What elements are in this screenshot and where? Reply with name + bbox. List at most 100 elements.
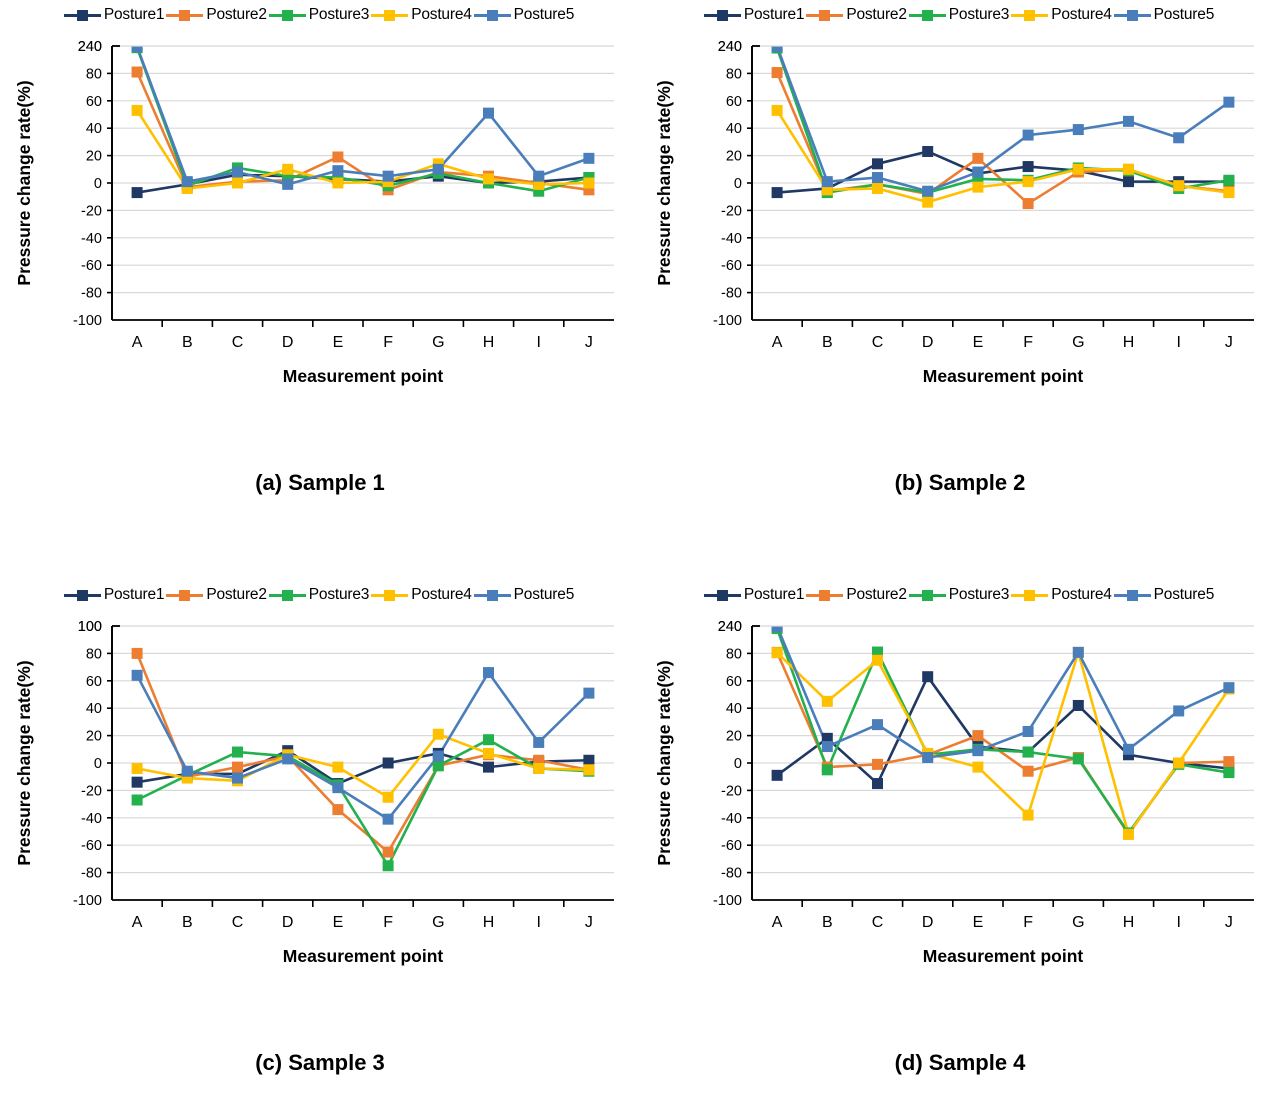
- legend-marker-icon: [384, 589, 396, 601]
- x-tick-label: H: [1123, 334, 1135, 351]
- data-marker-posture4: [1123, 163, 1134, 175]
- data-marker-posture5: [1072, 646, 1084, 658]
- legend-item-posture1[interactable]: Posture1: [703, 586, 806, 604]
- data-marker-posture2: [131, 647, 143, 659]
- x-tick-label: G: [432, 334, 444, 351]
- x-tick-label: B: [822, 914, 833, 931]
- legend-item-posture5[interactable]: Posture5: [1113, 586, 1216, 604]
- y-tick-label: -100: [713, 313, 742, 329]
- data-marker-posture4: [181, 772, 193, 784]
- legend-label: Posture4: [411, 6, 472, 23]
- legend-line-icon: [292, 13, 306, 17]
- legend-item-posture3[interactable]: Posture3: [268, 586, 371, 604]
- y-tick-label: -80: [721, 286, 742, 302]
- y-axis-title: Pressure change rate(%): [654, 660, 674, 865]
- y-tick-label: 20: [726, 149, 742, 165]
- data-marker-posture2: [232, 761, 243, 773]
- data-marker-posture2: [1022, 765, 1034, 777]
- data-marker-posture2: [332, 804, 344, 816]
- y-tick-label: 40: [726, 701, 742, 717]
- series-line-posture1: [776, 675, 1230, 785]
- y-tick-label: -80: [81, 866, 102, 882]
- legend-marker-icon: [921, 589, 933, 601]
- legend-line-icon: [1011, 593, 1025, 597]
- legend-item-posture3[interactable]: Posture3: [908, 586, 1011, 604]
- y-tick-label: -60: [81, 838, 102, 854]
- chart-panel-a: Posture1 Posture2 Posture3 Posture4 Posture5…: [0, 0, 640, 520]
- legend-marker-icon: [1126, 9, 1138, 21]
- legend-label: Posture2: [206, 6, 267, 23]
- legend-item-posture2[interactable]: Posture2: [806, 586, 908, 604]
- x-axis-title: Measurement point: [283, 946, 444, 966]
- legend-c: Posture1 Posture2 Posture3 Posture4 Posture5: [0, 580, 640, 608]
- y-tick-label: -20: [81, 203, 102, 219]
- x-tick-label: E: [973, 914, 984, 931]
- y-tick-label: 240: [78, 39, 102, 55]
- data-marker-posture1: [872, 158, 883, 170]
- plot-top-mask: [113, 28, 615, 46]
- data-marker-posture2: [332, 151, 344, 163]
- legend-item-posture5[interactable]: Posture5: [1113, 6, 1216, 24]
- legend-line-icon: [1011, 13, 1025, 17]
- x-tick-label: B: [822, 334, 833, 351]
- y-tick-label: -40: [81, 231, 102, 247]
- data-marker-posture5: [1123, 115, 1134, 127]
- data-marker-posture3: [232, 746, 243, 758]
- legend-item-posture4[interactable]: Posture4: [1011, 586, 1113, 604]
- data-marker-posture5: [583, 687, 595, 699]
- legend-item-posture4[interactable]: Posture4: [371, 6, 473, 24]
- legend-label: Posture1: [743, 586, 805, 603]
- y-tick-label: -80: [81, 286, 102, 302]
- y-tick-label: -100: [73, 313, 102, 329]
- data-marker-posture1: [1022, 161, 1034, 173]
- legend-item-posture4[interactable]: Posture4: [371, 586, 473, 604]
- data-marker-posture5: [131, 41, 143, 53]
- legend-item-posture1[interactable]: Posture1: [63, 586, 166, 604]
- legend-item-posture3[interactable]: Posture3: [268, 6, 371, 24]
- x-tick-label: F: [1023, 334, 1033, 351]
- legend-line-icon: [1137, 13, 1151, 17]
- legend-item-posture2[interactable]: Posture2: [806, 6, 908, 24]
- legend-label: Posture3: [308, 6, 370, 23]
- data-marker-posture1: [1072, 699, 1084, 711]
- chart-svg-b: 240 80 60 40 20 0 -20 -40 -60 -80 -100 A B C D E F G H I J Me…: [654, 28, 1255, 386]
- legend-line-icon: [166, 593, 180, 597]
- data-marker-posture3: [1022, 746, 1034, 758]
- x-tick-label: C: [872, 334, 884, 351]
- legend-line-icon: [727, 13, 741, 17]
- data-marker-posture5: [232, 772, 243, 784]
- data-marker-posture4: [232, 177, 243, 189]
- data-marker-posture2: [583, 184, 595, 196]
- legend-item-posture5[interactable]: Posture5: [473, 586, 576, 604]
- legend-label: Posture5: [513, 586, 575, 603]
- series-line-posture3: [775, 628, 1230, 835]
- data-marker-posture2: [1223, 756, 1235, 768]
- legend-label: Posture4: [1051, 586, 1112, 603]
- y-axis-title: Pressure change rate(%): [14, 660, 34, 865]
- data-marker-posture5: [282, 178, 294, 190]
- data-marker-posture3: [821, 764, 833, 776]
- data-marker-posture5: [821, 741, 833, 753]
- legend-label: Posture1: [743, 6, 805, 23]
- y-tick-label-top: 240: [718, 619, 742, 635]
- legend-item-posture1[interactable]: Posture1: [63, 6, 166, 24]
- data-marker-posture1: [922, 671, 934, 683]
- data-marker-posture1: [821, 732, 833, 744]
- data-marker-posture5: [382, 813, 394, 825]
- legend-item-posture5[interactable]: Posture5: [473, 6, 576, 24]
- y-tick-label: 80: [86, 646, 102, 662]
- data-marker-posture3: [1072, 753, 1084, 765]
- legend-item-posture4[interactable]: Posture4: [1011, 6, 1113, 24]
- y-tick-label: 100: [78, 619, 102, 635]
- legend-item-posture2[interactable]: Posture2: [166, 6, 268, 24]
- legend-item-posture2[interactable]: Posture2: [166, 586, 268, 604]
- x-tick-label: G: [432, 914, 444, 931]
- data-marker-posture3: [282, 170, 294, 182]
- legend-item-posture1[interactable]: Posture1: [703, 6, 806, 24]
- data-marker-posture5: [821, 176, 833, 188]
- data-marker-posture5: [533, 170, 545, 182]
- legend-item-posture3[interactable]: Posture3: [908, 6, 1011, 24]
- data-marker-posture1: [583, 754, 595, 766]
- y-tick-label: 20: [86, 149, 102, 165]
- plot-area-b: 240 80 60 40 20 0 -20 -40 -60 -80 -100 A B C D E F G H I J Me…: [640, 28, 1280, 408]
